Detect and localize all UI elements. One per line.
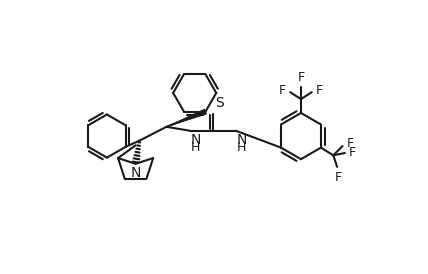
Text: F: F xyxy=(349,147,356,159)
Text: F: F xyxy=(315,84,323,97)
Text: N: N xyxy=(190,133,201,147)
Text: S: S xyxy=(215,96,224,110)
Text: N: N xyxy=(237,133,247,147)
Text: N: N xyxy=(131,166,141,180)
Text: F: F xyxy=(346,137,354,150)
Text: F: F xyxy=(279,84,286,97)
Text: H: H xyxy=(190,141,199,154)
Polygon shape xyxy=(166,109,206,127)
Text: H: H xyxy=(237,141,246,154)
Text: F: F xyxy=(334,171,342,184)
Text: F: F xyxy=(297,71,305,84)
